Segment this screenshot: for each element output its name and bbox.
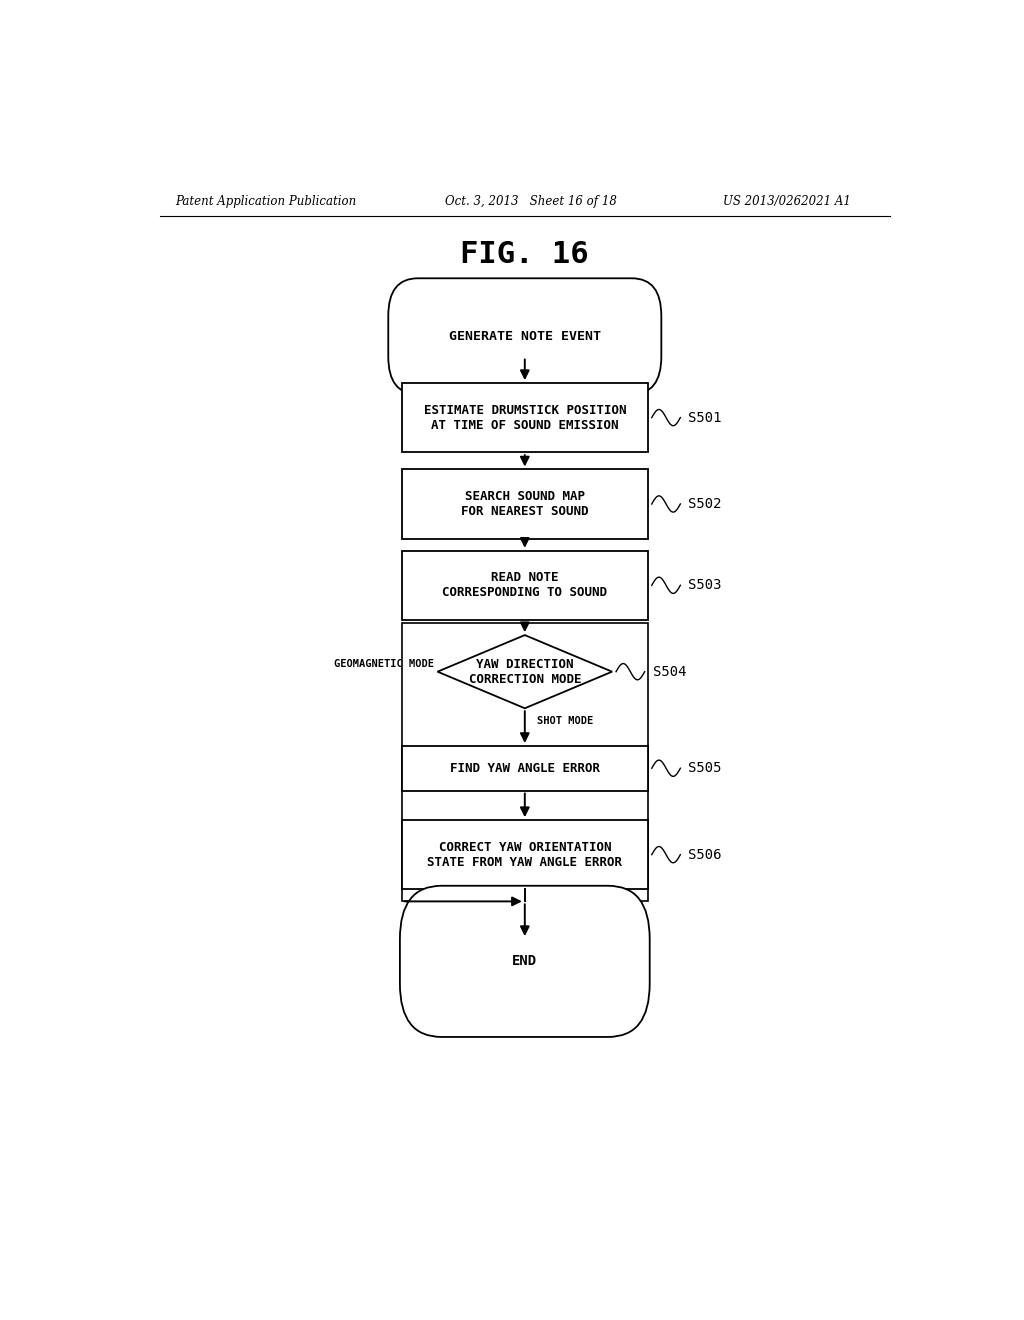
- Text: GEOMAGNETIC MODE: GEOMAGNETIC MODE: [334, 659, 433, 668]
- Text: SEARCH SOUND MAP
FOR NEAREST SOUND: SEARCH SOUND MAP FOR NEAREST SOUND: [461, 490, 589, 517]
- Text: S505: S505: [688, 762, 722, 775]
- Bar: [401, 623, 648, 902]
- Text: READ NOTE
CORRESPONDING TO SOUND: READ NOTE CORRESPONDING TO SOUND: [442, 572, 607, 599]
- FancyBboxPatch shape: [400, 886, 649, 1038]
- Bar: [401, 746, 648, 791]
- FancyBboxPatch shape: [388, 279, 662, 395]
- Text: GENERATE NOTE EVENT: GENERATE NOTE EVENT: [449, 330, 601, 343]
- Text: S503: S503: [688, 578, 722, 593]
- Polygon shape: [437, 635, 612, 709]
- Text: S502: S502: [688, 496, 722, 511]
- Text: YAW DIRECTION
CORRECTION MODE: YAW DIRECTION CORRECTION MODE: [469, 657, 581, 685]
- Text: FIG. 16: FIG. 16: [461, 240, 589, 269]
- Text: S506: S506: [688, 847, 722, 862]
- Text: END: END: [512, 954, 538, 969]
- Text: SHOT MODE: SHOT MODE: [537, 717, 593, 726]
- Text: CORRECT YAW ORIENTATION
STATE FROM YAW ANGLE ERROR: CORRECT YAW ORIENTATION STATE FROM YAW A…: [427, 841, 623, 869]
- Bar: [401, 383, 648, 453]
- Text: S504: S504: [652, 665, 686, 678]
- Text: Oct. 3, 2013   Sheet 16 of 18: Oct. 3, 2013 Sheet 16 of 18: [445, 194, 617, 207]
- Text: S501: S501: [688, 411, 722, 425]
- Text: FIND YAW ANGLE ERROR: FIND YAW ANGLE ERROR: [450, 762, 600, 775]
- Bar: [401, 470, 648, 539]
- Bar: [401, 820, 648, 890]
- Text: ESTIMATE DRUMSTICK POSITION
AT TIME OF SOUND EMISSION: ESTIMATE DRUMSTICK POSITION AT TIME OF S…: [424, 404, 626, 432]
- Text: Patent Application Publication: Patent Application Publication: [176, 194, 357, 207]
- Text: US 2013/0262021 A1: US 2013/0262021 A1: [723, 194, 851, 207]
- Bar: [401, 550, 648, 620]
